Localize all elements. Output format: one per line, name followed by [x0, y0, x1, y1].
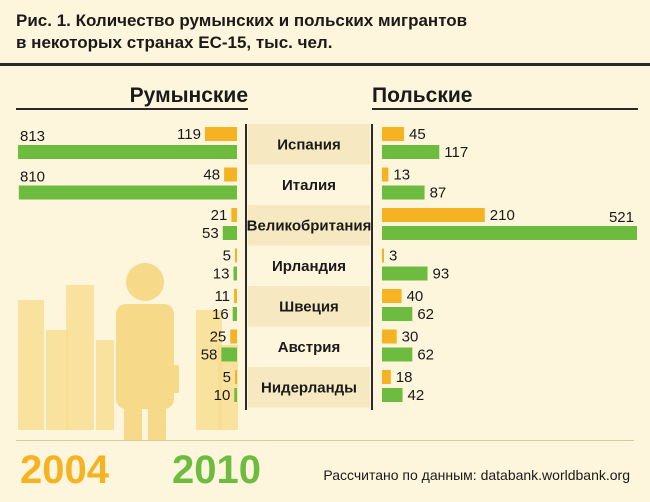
bar-romanian-2010 [18, 145, 237, 159]
value-label: 210 [490, 207, 515, 224]
bar-polish-2010 [382, 307, 413, 321]
value-label: 117 [444, 144, 468, 161]
romanian-heading: Румынские [129, 84, 248, 107]
bar-polish-2010 [382, 185, 425, 200]
person-leg-left [124, 400, 142, 440]
value-label: 87 [430, 185, 447, 202]
value-label: 21 [211, 207, 228, 224]
bar-polish-2004 [382, 208, 485, 222]
bar-romanian-2010 [18, 185, 237, 200]
building-1 [18, 300, 44, 430]
value-label: 16 [212, 306, 229, 323]
polish-heading: Польские [372, 84, 473, 107]
bar-romanian-2004 [235, 248, 237, 263]
value-label: 62 [417, 347, 434, 364]
value-label: 25 [210, 329, 227, 346]
value-label: 13 [213, 266, 230, 283]
country-label: Италия [282, 177, 336, 194]
value-label: 5 [223, 369, 231, 386]
bar-polish-2010 [382, 145, 440, 159]
title-line-1: Рис. 1. Количество румынских и польских … [16, 11, 468, 30]
building-3 [66, 285, 94, 430]
bar-polish-2010 [382, 347, 413, 362]
value-label: 48 [203, 167, 220, 184]
legend-2004: 2004 [20, 448, 109, 492]
country-label: Нидерланды [261, 379, 357, 396]
value-label: 13 [393, 167, 410, 184]
header-divider [0, 63, 650, 66]
value-label: 521 [609, 209, 634, 226]
value-label: 53 [202, 225, 219, 242]
bar-polish-2004 [382, 248, 384, 263]
bar-polish-2004 [382, 370, 391, 384]
person-leg-right [148, 400, 166, 440]
bar-romanian-2010 [222, 226, 237, 240]
building-6 [218, 345, 238, 430]
bar-polish-2010 [382, 226, 637, 240]
value-label: 119 [177, 126, 201, 143]
building-4 [96, 340, 114, 430]
country-band [248, 286, 370, 327]
bar-polish-2004 [382, 167, 389, 182]
bar-romanian-2004 [235, 370, 237, 384]
country-label: Ирландия [272, 258, 346, 275]
person-head [126, 263, 164, 301]
country-band [248, 367, 370, 408]
country-band [248, 124, 370, 165]
footer-divider [16, 440, 634, 441]
value-label: 18 [396, 369, 413, 386]
value-label: 5 [223, 248, 231, 265]
value-label: 11 [214, 288, 230, 305]
header: Рис. 1. Количество румынских и польских … [0, 0, 650, 64]
chart-title: Рис. 1. Количество румынских и польских … [16, 10, 636, 54]
country-label: Великобритания [247, 217, 372, 234]
romanian-heading-underline [16, 108, 248, 110]
value-label: 813 [20, 128, 45, 145]
bar-romanian-2004 [234, 289, 237, 303]
building-5 [196, 310, 222, 430]
polish-heading-underline [372, 108, 638, 110]
person-body [116, 304, 174, 409]
source-note: Рассчитано по данным: databank.worldbank… [323, 467, 630, 483]
value-label: 10 [214, 387, 231, 404]
country-label: Испания [277, 136, 341, 153]
bar-polish-2010 [382, 388, 403, 402]
value-label: 40 [407, 288, 424, 305]
person-briefcase [163, 365, 179, 393]
bar-romanian-2010 [234, 388, 237, 402]
bar-polish-2004 [382, 289, 402, 303]
value-label: 42 [408, 387, 425, 404]
value-label: 93 [433, 266, 450, 283]
bar-romanian-2004 [231, 208, 237, 222]
bar-polish-2004 [382, 329, 397, 344]
title-line-2: в некоторых странах ЕС-15, тыс. чел. [16, 33, 333, 52]
bar-romanian-2010 [233, 266, 237, 281]
legend-2010: 2010 [172, 448, 261, 492]
bar-polish-2004 [382, 127, 405, 141]
value-label: 30 [402, 329, 419, 346]
bar-romanian-2004 [204, 127, 237, 141]
bar-romanian-2010 [232, 307, 237, 321]
country-label: Швеция [279, 298, 339, 315]
bar-romanian-2004 [224, 167, 237, 182]
value-label: 3 [389, 248, 397, 265]
bar-romanian-2004 [230, 329, 237, 344]
bar-polish-2010 [382, 266, 428, 281]
value-label: 62 [417, 306, 434, 323]
value-label: 810 [20, 169, 45, 186]
country-label: Австрия [278, 339, 341, 356]
bar-romanian-2010 [221, 347, 237, 362]
value-label: 45 [409, 126, 426, 143]
building-2 [46, 330, 68, 430]
country-band [248, 205, 370, 246]
value-label: 58 [201, 347, 218, 364]
